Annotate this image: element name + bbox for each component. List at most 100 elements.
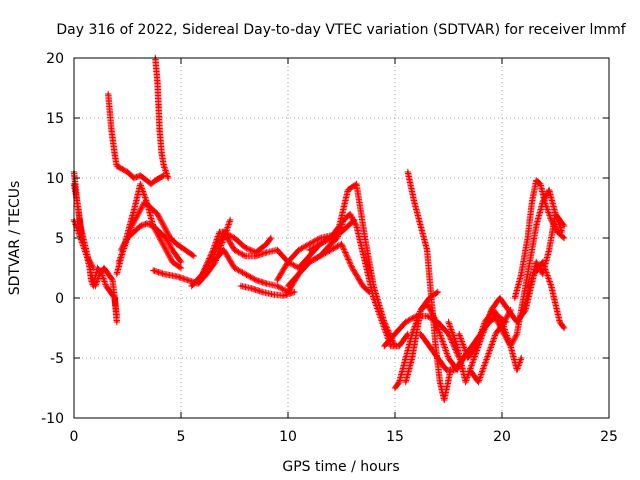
data-point — [269, 236, 273, 240]
data-point — [145, 222, 148, 225]
data-point — [282, 294, 285, 297]
data-point — [458, 332, 461, 336]
data-point — [286, 260, 290, 264]
data-point — [211, 248, 215, 252]
data-point — [107, 92, 110, 96]
data-point — [393, 332, 397, 336]
data-point — [466, 356, 469, 360]
y-tick-label-3: 5 — [55, 231, 64, 247]
data-point — [265, 242, 268, 246]
series-t7 — [115, 198, 197, 266]
data-point — [229, 218, 232, 222]
series-t11 — [199, 228, 275, 278]
data-point — [318, 242, 322, 246]
data-point — [271, 293, 275, 296]
data-point — [338, 224, 341, 228]
data-point — [363, 260, 367, 264]
data-point — [485, 356, 489, 360]
x-tick-label-4: 20 — [493, 429, 511, 445]
data-point — [179, 260, 183, 264]
data-point — [192, 254, 196, 258]
data-point — [522, 308, 525, 312]
data-point — [126, 170, 129, 174]
data-point — [239, 284, 243, 288]
data-point — [149, 182, 153, 186]
data-point — [286, 284, 290, 288]
data-point — [222, 248, 225, 252]
data-point — [445, 368, 448, 372]
data-point — [201, 272, 204, 276]
data-point — [404, 356, 407, 360]
data-point — [494, 332, 497, 336]
data-point — [158, 230, 161, 234]
data-point — [509, 344, 512, 348]
data-point — [134, 200, 138, 204]
data-point — [428, 344, 431, 348]
data-point — [447, 332, 450, 336]
data-point — [383, 320, 386, 324]
data-point — [254, 254, 258, 258]
data-point — [556, 230, 559, 234]
data-point — [92, 266, 95, 270]
data-point — [115, 164, 119, 168]
data-point — [175, 275, 178, 278]
data-point — [158, 236, 161, 240]
data-point — [119, 248, 123, 252]
data-point — [438, 332, 442, 336]
data-point — [254, 251, 258, 254]
data-point — [496, 320, 499, 324]
data-point — [158, 128, 161, 132]
data-point — [145, 179, 148, 182]
data-point — [372, 296, 375, 300]
data-point — [233, 248, 236, 252]
data-point — [233, 266, 236, 270]
data-point — [318, 254, 322, 258]
data-point — [115, 314, 119, 318]
data-point — [151, 269, 155, 272]
data-point — [276, 284, 279, 288]
data-point — [363, 236, 367, 240]
data-point — [404, 380, 407, 384]
data-point — [308, 248, 311, 252]
data-point — [389, 344, 392, 348]
data-point — [169, 236, 172, 240]
data-point — [361, 284, 365, 288]
data-point — [110, 128, 113, 132]
data-point — [336, 236, 339, 240]
data-point — [562, 326, 566, 330]
data-point — [425, 248, 429, 252]
data-point — [115, 272, 119, 276]
data-point — [410, 332, 414, 336]
data-point — [515, 332, 519, 336]
data-point — [535, 260, 538, 264]
data-point — [171, 248, 174, 252]
data-point — [554, 212, 557, 216]
data-point — [393, 344, 397, 348]
data-point — [160, 152, 163, 156]
data-point — [276, 248, 279, 252]
data-point — [318, 236, 322, 240]
data-point — [190, 284, 193, 288]
data-point — [406, 170, 410, 174]
data-point — [410, 356, 414, 360]
data-point — [162, 164, 166, 168]
data-point — [550, 284, 553, 288]
data-point — [520, 272, 523, 276]
data-point — [297, 266, 300, 270]
y-tick-label-1: -5 — [50, 351, 64, 367]
x-tick-label-0: 0 — [70, 429, 79, 445]
data-point — [541, 272, 544, 276]
data-point — [447, 320, 450, 324]
data-point — [351, 266, 354, 270]
data-point — [425, 314, 429, 318]
data-point — [528, 284, 532, 288]
data-point — [515, 368, 519, 372]
data-point — [472, 356, 476, 360]
series-t13 — [237, 282, 298, 299]
data-point — [562, 236, 566, 240]
data-point — [346, 224, 350, 228]
data-point — [447, 356, 450, 360]
data-point — [530, 200, 534, 204]
data-point — [261, 290, 264, 294]
data-point — [107, 272, 110, 276]
